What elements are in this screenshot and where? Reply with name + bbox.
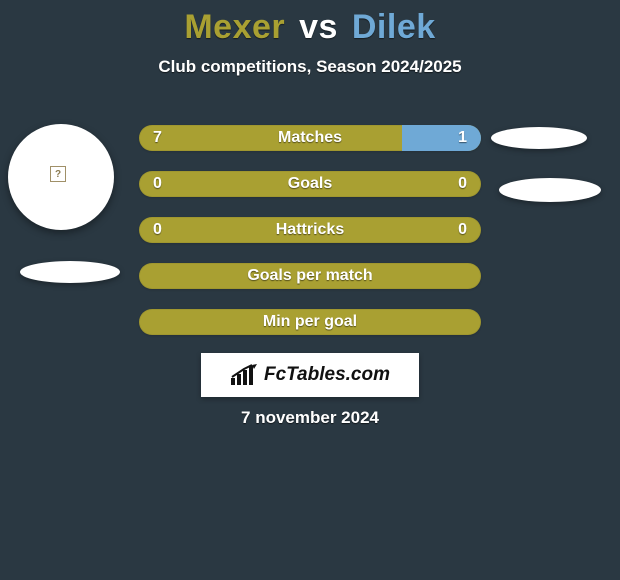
stat-row: 00Goals — [139, 171, 481, 197]
stat-row: Goals per match — [139, 263, 481, 289]
missing-image-icon: ? — [50, 166, 66, 182]
brand-badge: FcTables.com — [201, 353, 419, 397]
player2-name: Dilek — [352, 8, 436, 46]
stat-label: Hattricks — [139, 217, 481, 243]
player2-avatar-placeholder-top — [491, 127, 587, 149]
brand-text: FcTables.com — [264, 364, 390, 386]
subtitle: Club competitions, Season 2024/2025 — [0, 57, 620, 77]
stat-label: Goals per match — [139, 263, 481, 289]
player1-avatar: ? — [8, 124, 114, 230]
stat-row: 00Hattricks — [139, 217, 481, 243]
stat-label: Goals — [139, 171, 481, 197]
title-separator: vs — [295, 8, 342, 46]
stat-row: Min per goal — [139, 309, 481, 335]
player1-name: Mexer — [184, 8, 285, 46]
date-line: 7 november 2024 — [0, 408, 620, 428]
stat-label: Min per goal — [139, 309, 481, 335]
stats-bars: 71Matches 00Goals 00Hattricks Goals per mat… — [139, 125, 481, 355]
stat-row: 71Matches — [139, 125, 481, 151]
stat-label: Matches — [139, 125, 481, 151]
player1-avatar-shadow — [20, 261, 120, 283]
comparison-title: Mexer vs Dilek — [0, 0, 620, 47]
chart-icon — [230, 364, 258, 386]
player2-avatar-placeholder-bottom — [499, 178, 601, 202]
